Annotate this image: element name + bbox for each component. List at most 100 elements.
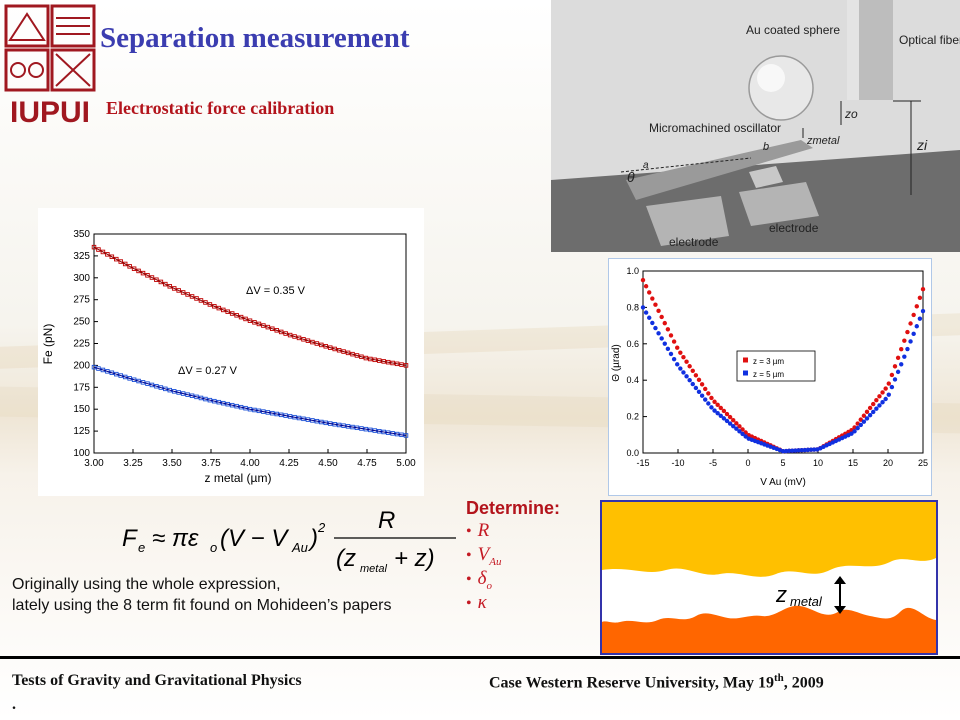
y-tick-label: 250 [73,317,90,328]
data-point [189,294,195,299]
data-point [225,309,230,314]
data-point [296,335,302,341]
data-point [127,264,132,269]
data-point [877,403,882,408]
data-point [185,292,190,297]
data-point [100,249,106,255]
data-point [706,391,711,396]
data-point [886,392,891,397]
data-point [650,320,655,326]
footer-left: Tests of Gravity and Gravitational Physi… [12,672,302,689]
footer-dot: . [12,696,16,713]
data-point [911,312,916,318]
data-point [122,261,128,267]
electrode-label-1: electrode [669,235,719,249]
gap-label: z [775,582,787,607]
data-point [247,318,253,323]
data-point [908,321,913,326]
x-tick-label: 4.25 [279,458,299,469]
data-point [727,421,733,426]
data-point [914,304,919,309]
data-point [668,351,674,357]
data-point [895,355,901,360]
data-point [899,347,904,352]
y-axis-label: Θ (µrad) [611,344,622,381]
determine-list: Determine: • R • VAu • δo • κ [466,498,560,615]
x-tick-label: 5.00 [396,458,416,469]
data-point [734,421,739,426]
data-point [96,366,101,371]
data-point [323,344,329,349]
x-tick-label: 3.00 [84,458,104,469]
data-point [336,348,342,353]
y-tick-label: 175 [73,382,90,393]
data-point [105,369,110,374]
y-tick-label: 150 [73,404,90,415]
force-formula: F e ≈ πε o (V − V Au ) 2 R (z metal + z) [122,507,456,575]
data-point [278,329,284,335]
data-point [690,368,695,373]
data-point [867,412,873,418]
y-tick-label: 300 [73,273,90,284]
data-point [675,345,680,350]
data-point [221,307,226,313]
data-point [171,286,177,291]
footer-divider [0,656,960,659]
data-point [684,359,689,364]
data-point [914,324,919,329]
data-point [712,408,717,413]
logo-text: IUPUI [10,96,90,126]
data-point [886,381,891,386]
data-point [715,402,720,408]
data-point [149,275,155,280]
data-point [874,398,879,403]
data-point [858,417,863,422]
x-axis-label: V Au (mV) [760,477,806,488]
data-point [678,350,683,355]
data-point [880,390,885,395]
data-point [709,395,714,401]
data-point [718,405,723,411]
data-point [640,277,646,283]
data-point [696,389,702,395]
annotation-label: ΔV = 0.27 V [178,365,238,377]
data-point [91,244,97,250]
x-tick-label: 3.75 [201,458,221,469]
data-point [780,448,786,454]
y-tick-label: 225 [73,339,90,350]
data-point [668,333,674,338]
data-point [305,338,311,343]
legend-label: z = 3 µm [753,357,784,366]
x-tick-label: 3.25 [123,458,143,469]
data-point [743,434,748,439]
sphere-label: Au coated sphere [746,23,840,37]
x-tick-label: -15 [636,458,649,468]
data-point [911,331,916,337]
data-point [234,313,239,318]
data-point [902,338,907,343]
data-point [287,332,293,338]
data-point [861,413,867,418]
note-line-2: lately using the 8 term fit found on Moh… [12,597,392,614]
determine-item: • κ [466,592,487,613]
determine-title: Determine: [466,498,561,518]
data-point [709,405,714,410]
data-point [640,305,646,310]
data-point [880,400,885,405]
legend-label: z = 5 µm [753,370,784,379]
data-point [122,374,128,380]
data-point [796,448,801,453]
data-point [696,377,702,383]
data-point [238,314,244,320]
zi-label: zi [916,137,928,153]
data-point [783,448,789,454]
data-point [229,311,235,316]
y-tick-label: 350 [73,229,90,240]
zo-label: zo [844,107,858,121]
formula-lhs-sub: e [138,540,145,555]
data-point [871,401,876,407]
data-point [864,416,870,421]
y-tick-label: 0.0 [626,448,639,458]
data-point [671,356,677,362]
data-point [647,315,652,320]
